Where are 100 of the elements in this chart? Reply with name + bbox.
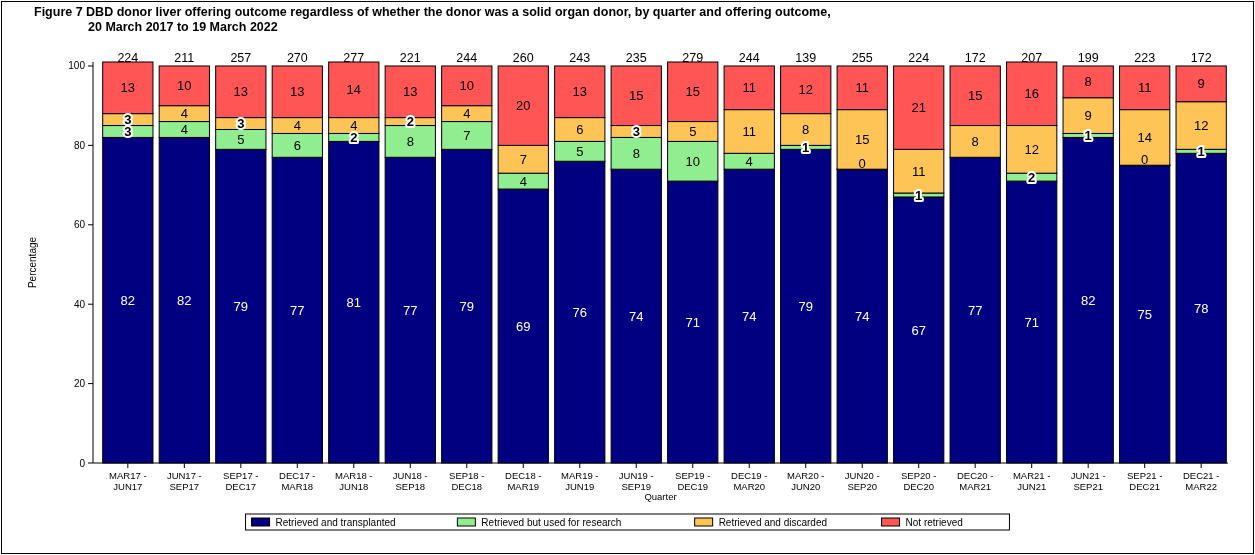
data-label: 20	[516, 98, 531, 114]
data-label: 77	[290, 302, 305, 318]
data-label: 10	[459, 78, 475, 94]
data-label: 11	[911, 163, 926, 179]
y-axis-title: Percentage	[27, 236, 38, 289]
data-label: 13	[233, 84, 249, 100]
x-tick-label: JUN21 - SEP21	[1070, 470, 1106, 492]
annotation: 235	[625, 50, 647, 65]
data-label: 11	[742, 124, 756, 140]
y-tick-label: 100	[68, 60, 86, 72]
data-label: 8	[406, 133, 414, 149]
data-label: 5	[237, 131, 245, 147]
data-label: 4	[463, 106, 471, 122]
annotation: 244	[456, 50, 478, 65]
annotation: 257	[230, 50, 252, 65]
annotation: 207	[1021, 50, 1043, 65]
annotation: 244	[738, 50, 760, 65]
data-label: 82	[120, 292, 136, 308]
data-label: 4	[519, 173, 527, 189]
data-label: 7	[519, 151, 527, 167]
x-axis-title: Quarter	[644, 491, 677, 502]
data-label: 4	[180, 122, 188, 138]
data-label: 8	[971, 133, 979, 149]
y-tick-label: 60	[73, 219, 86, 231]
data-label: 0	[858, 155, 866, 171]
data-label: 13	[290, 84, 305, 100]
data-label: 77	[403, 302, 418, 318]
data-label: 6	[576, 122, 584, 138]
data-label: 16	[1024, 86, 1039, 102]
data-label: 11	[742, 80, 756, 96]
data-label: 75	[1137, 306, 1152, 322]
y-tick-label: 0	[79, 457, 86, 469]
x-tick-label: JUN18 - SEP18	[392, 470, 428, 492]
data-label: 8	[802, 122, 810, 138]
x-tick-label: SEP21 - DEC21	[1126, 470, 1163, 492]
data-label: 15	[629, 88, 644, 104]
annotation: 243	[569, 50, 591, 65]
data-label: 1	[1197, 143, 1205, 159]
data-label: 0	[1141, 151, 1149, 167]
annotation: 270	[286, 50, 308, 65]
x-tick-label: DEC18 - MAR19	[505, 470, 542, 492]
data-label: 1	[802, 139, 810, 155]
legend-label: Retrieved and transplanted	[275, 516, 396, 528]
data-label: 71	[1024, 314, 1039, 330]
annotation: 221	[399, 50, 421, 65]
x-tick-label: SEP19 - DEC19	[675, 470, 711, 492]
data-label: 2	[1028, 169, 1036, 185]
annotation: 255	[851, 50, 873, 65]
data-label: 10	[177, 78, 192, 94]
data-label: 79	[233, 298, 249, 314]
data-label: 74	[854, 308, 870, 324]
data-label: 15	[967, 88, 983, 104]
data-label: 81	[346, 294, 362, 310]
x-tick-label: SEP17 - DEC17	[223, 470, 259, 492]
data-label: 71	[685, 314, 700, 330]
data-label: 15	[685, 84, 700, 100]
data-label: 14	[346, 82, 362, 98]
annotation: 211	[174, 50, 195, 65]
data-label: 74	[742, 308, 757, 324]
annotation: 172	[1190, 50, 1212, 65]
data-label: 11	[855, 80, 869, 96]
chart-title: Figure 7 DBD donor liver offering outcome regardless of whether the donor was a solid organ donor, by quarter and offering outcome,	[34, 5, 831, 19]
x-tick-label: JUN20 - SEP20	[844, 470, 880, 492]
data-label: 8	[1084, 74, 1092, 90]
data-label: 5	[689, 124, 697, 140]
legend-label: Retrieved and discarded	[718, 516, 828, 528]
chart-subtitle: 20 March 2017 to 19 March 2022	[88, 20, 278, 34]
data-label: 5	[576, 143, 584, 159]
annotation: 277	[343, 50, 365, 65]
data-label: 79	[459, 298, 475, 314]
annotation: 279	[682, 50, 704, 65]
x-tick-label: DEC21 - MAR22	[1182, 470, 1220, 492]
data-label: 13	[120, 80, 136, 96]
legend-label: Not retrieved	[905, 516, 963, 528]
x-tick-label: SEP20 - DEC20	[901, 470, 937, 492]
data-label: 10	[685, 153, 700, 169]
data-label: 12	[798, 82, 813, 98]
data-label: 79	[798, 298, 813, 314]
x-tick-label: MAR20 - JUN20	[786, 470, 825, 492]
x-tick-label: DEC17 - MAR18	[279, 470, 316, 492]
data-label: 13	[572, 84, 587, 100]
data-label: 14	[1137, 129, 1152, 145]
legend-label: Retrieved but used for research	[481, 516, 622, 528]
data-label: 76	[572, 304, 587, 320]
data-label: 8	[632, 145, 640, 161]
data-label: 4	[180, 106, 188, 122]
data-label: 4	[293, 118, 301, 134]
x-tick-label: MAR17 - JUN17	[109, 470, 147, 492]
annotation: 172	[964, 50, 986, 65]
data-label: 13	[403, 84, 418, 100]
data-label: 9	[1084, 108, 1092, 124]
x-tick-label: DEC20 - MAR21	[956, 470, 994, 492]
y-tick-label: 80	[73, 139, 86, 151]
data-label: 12	[1024, 141, 1039, 157]
x-tick-label: MAR21 - JUN21	[1012, 470, 1051, 492]
annotation: 260	[512, 50, 534, 65]
x-tick-label: SEP18 - DEC18	[449, 470, 485, 492]
data-label: 74	[629, 308, 644, 324]
data-label: 67	[911, 322, 926, 338]
annotation: 224	[908, 50, 930, 65]
